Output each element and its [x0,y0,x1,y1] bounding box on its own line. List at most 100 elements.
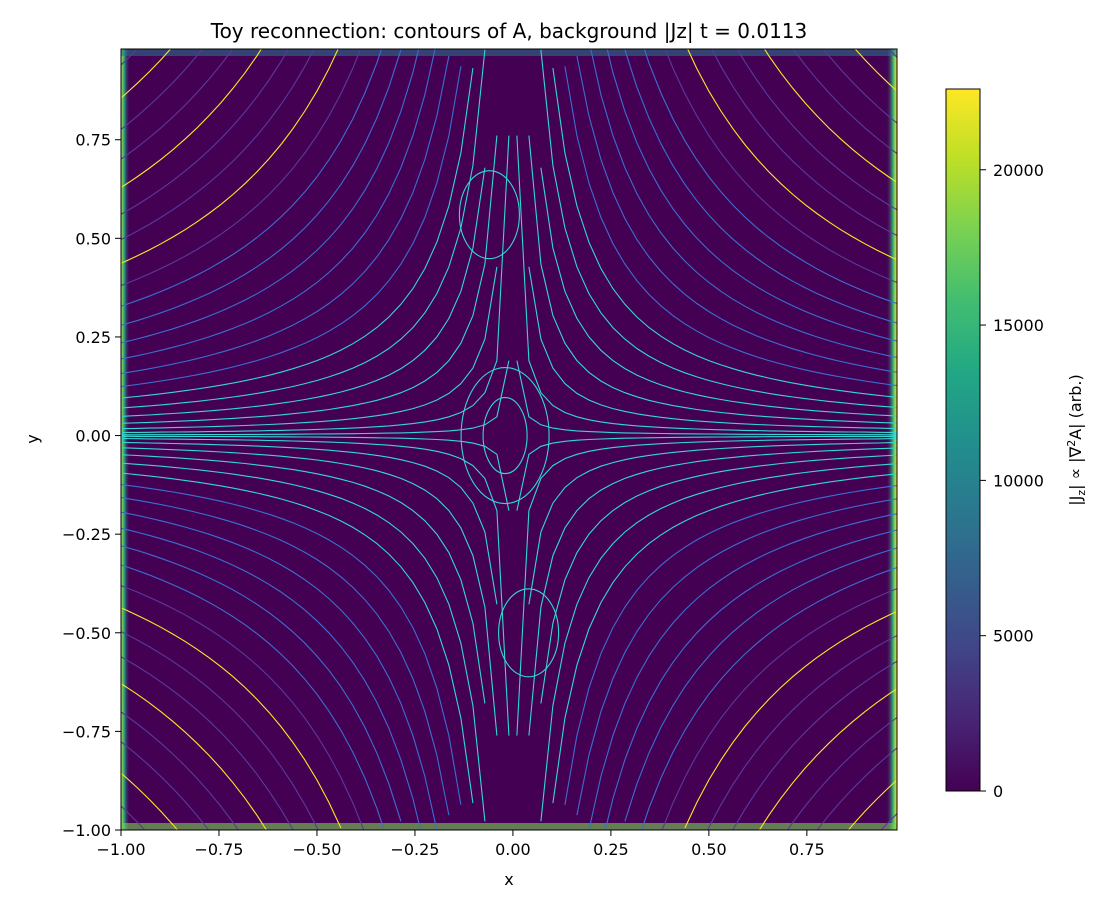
x-tick-label: 0.00 [495,840,531,859]
x-tick-label: −0.25 [390,840,439,859]
contour-line [516,135,897,434]
contour-line [816,747,897,830]
colorbar-ticks: 0 5000 10000 15000 20000 [980,161,1044,801]
contour-line [732,660,897,830]
contour-island [458,170,520,260]
colorbar-tick-label: 20000 [993,161,1044,180]
colorbar-tick-label: 5000 [993,627,1034,646]
contour-line [763,49,897,184]
contour-line [121,49,315,241]
y-tick-label: 0.25 [75,328,111,347]
contour-line [661,588,897,830]
contour-line [528,135,897,424]
contour-line [540,454,897,704]
y-tick-label: 0.00 [75,427,111,446]
contour-line [121,527,422,830]
contour-line [121,772,179,830]
contour-line [121,167,486,417]
x-tick-label: −0.75 [194,840,243,859]
contour-line [121,462,486,822]
contour-line [516,360,897,436]
contour-line [707,634,897,830]
contour-line [121,683,268,830]
y-axis-label: y [23,434,42,443]
contour-island [460,367,550,505]
colorbar-label: |Jz| ∝ |∇2A| (arb.) [1065,374,1088,506]
plot-area [120,48,898,831]
x-tick-label: 0.50 [691,840,727,859]
y-tick-label: −1.00 [62,821,111,840]
contour-line [624,547,897,822]
y-tick-label: 0.75 [75,131,111,150]
contour-island [498,588,560,678]
colorbar: 0 5000 10000 15000 20000 |Jz| ∝ |∇2A| (arb.) [945,88,1088,801]
y-tick-label: −0.50 [62,624,111,643]
contour-line [564,66,897,387]
y-tick-label: −0.75 [62,722,111,741]
contour-line [121,497,450,816]
y-tick-label: −0.25 [62,525,111,544]
contour-line [121,711,239,830]
contour-line [121,360,510,436]
contour-line [121,607,342,829]
y-axis: −1.00 −0.75 −0.50 −0.25 0.00 0.25 0.50 0.75 [62,131,121,840]
contour-line [643,49,897,305]
plot-frame [120,48,898,831]
contour-line [121,454,486,704]
contour-line [641,566,897,830]
contour-line [121,805,146,830]
contour-line [540,49,897,408]
contour-line [121,266,498,430]
contour-line [576,498,897,816]
contour-line [854,49,897,92]
contour-island [482,397,528,475]
x-axis: −1.00 −0.75 −0.50 −0.25 0.00 0.25 0.50 0.75 [96,830,825,859]
right-edge-current [886,49,897,830]
contour-line [121,49,486,409]
contour-line [606,49,897,342]
contour-line [121,49,362,287]
contour-line [121,435,510,511]
contour-line [687,49,897,261]
contour-line [604,529,897,830]
x-axis-label: x [504,870,513,889]
contour-line [121,49,290,215]
contour-line [792,49,897,155]
contour-line [847,779,897,830]
contour-line [121,472,474,804]
colorbar-tick-label: 10000 [993,471,1044,490]
contour-line [121,630,319,830]
contour-line [121,49,234,160]
contour-line [121,135,510,434]
contour-line [121,511,438,830]
contour-line [121,438,510,736]
contour-line [528,442,897,605]
top-edge-current [121,49,897,56]
contour-line [121,135,498,424]
contour-line [711,49,897,237]
contour-line [516,438,897,736]
x-tick-label: −0.50 [292,840,341,859]
left-edge-current [121,49,130,830]
contour-line [588,513,897,830]
contour-line [624,49,897,324]
contour-line [528,447,897,736]
chart-title: Toy reconnection: contours of A, backgro… [210,19,808,43]
contour-line [528,266,897,430]
contour-line [664,49,897,284]
contour-line [121,49,402,326]
colorbar-frame [945,88,981,792]
contour-line [590,49,897,358]
contour-line [736,49,897,211]
contour-line [121,49,204,131]
contour-line [540,463,897,822]
contour-line [121,49,172,99]
colorbar-tick-label: 0 [993,782,1003,801]
contour-line [121,483,462,805]
contour-line [684,610,897,829]
contour-line [121,55,450,375]
contour-line [121,49,383,307]
contour-line [887,49,897,59]
contour-line [880,812,897,830]
contour-line [564,484,897,805]
